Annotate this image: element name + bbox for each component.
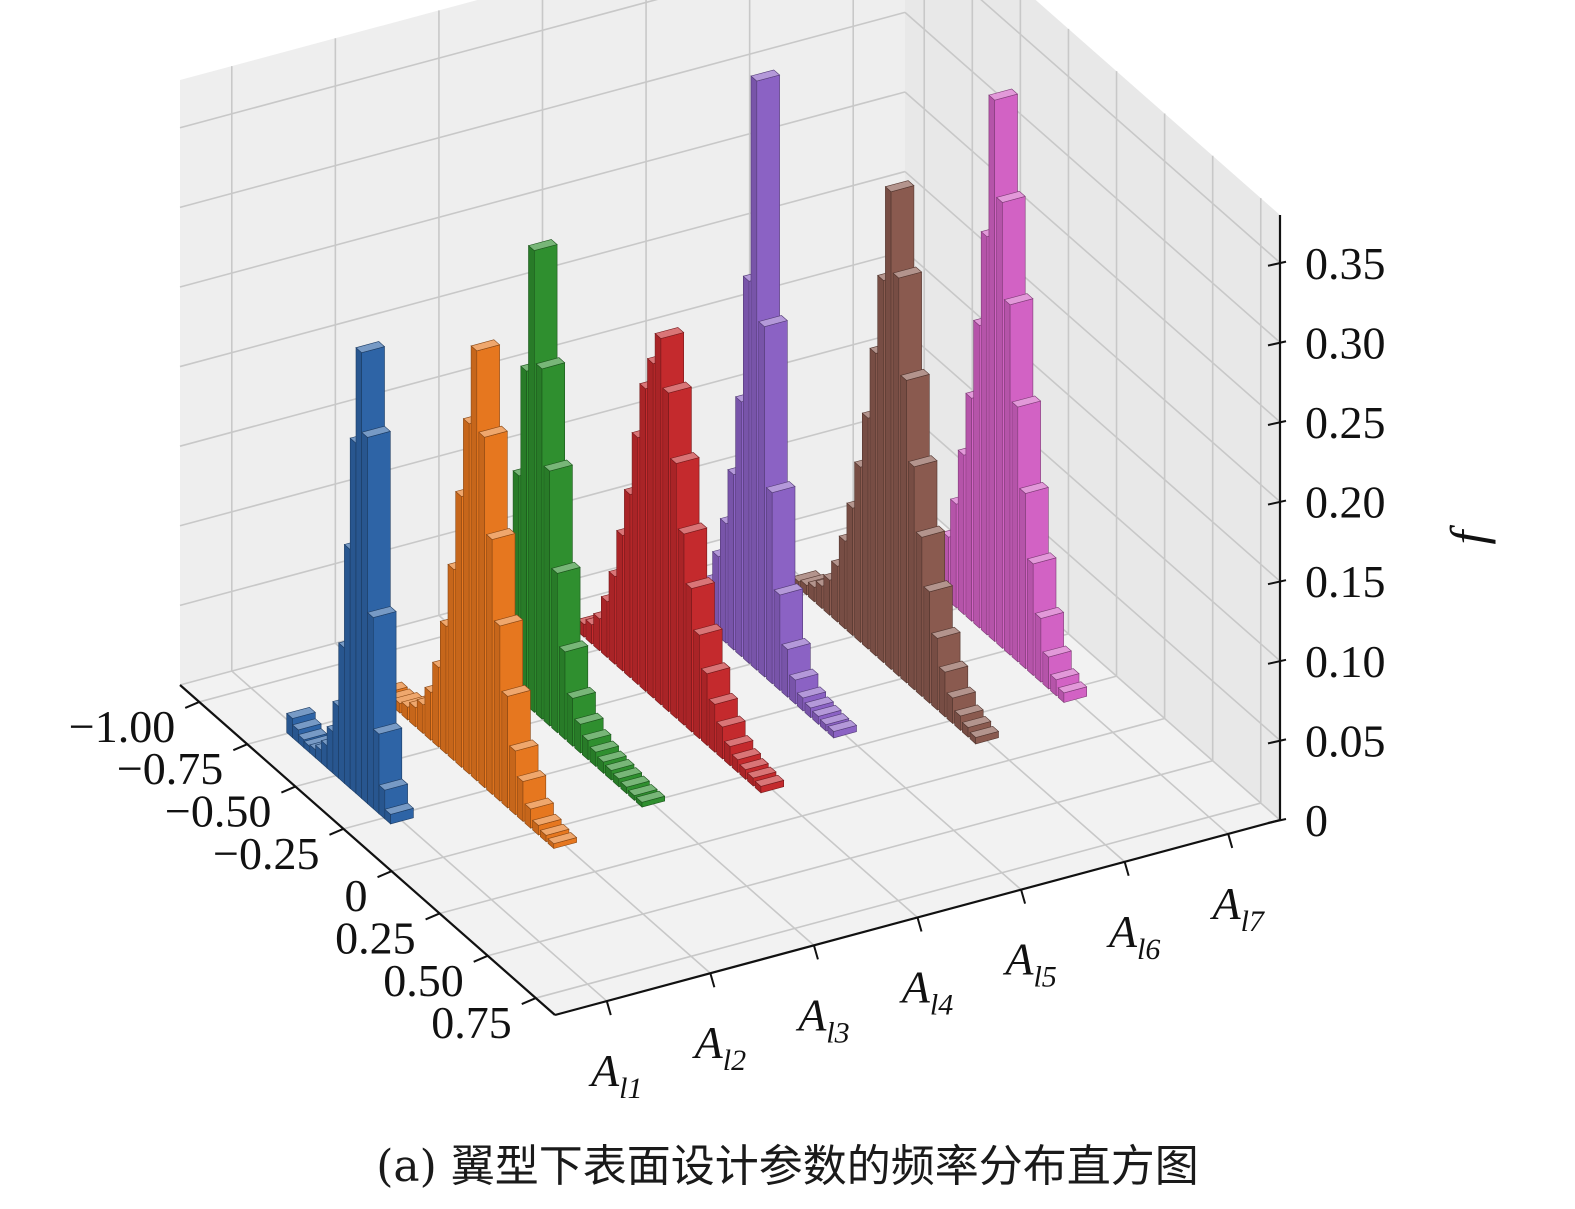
z-tick — [1267, 499, 1287, 506]
x-tick — [329, 827, 344, 836]
series-tick — [1123, 861, 1130, 877]
series-tick-label: Al7 — [1209, 878, 1265, 938]
x-tick — [473, 954, 489, 963]
x-tick-label: −0.75 — [117, 743, 223, 794]
x-axis-line — [179, 684, 556, 1016]
bar-series-2 — [547, 832, 578, 850]
z-tick-label: 0.20 — [1305, 477, 1386, 528]
x-tick-label: −0.50 — [165, 786, 271, 837]
x-tick-label: 0.25 — [335, 912, 416, 963]
z-tick — [1267, 260, 1287, 267]
series-tick-label: Al4 — [899, 962, 953, 1022]
bar-series-5 — [827, 719, 858, 739]
chart-axes — [179, 215, 1287, 1017]
series-tick-label: Al6 — [1106, 906, 1160, 966]
z-tick-label: 0.25 — [1305, 397, 1386, 448]
chart: −1.00−0.75−0.50−0.2500.250.500.75Al1Al2A… — [69, 0, 1496, 1105]
z-tick — [1267, 419, 1287, 426]
series-tick-label: Al2 — [692, 1017, 746, 1077]
z-tick-label: 0.35 — [1305, 238, 1386, 289]
x-tick-label: −0.25 — [213, 828, 319, 879]
z-tick — [1267, 340, 1287, 347]
grid-line-z — [179, 0, 659, 129]
z-tick-label: 0.30 — [1305, 317, 1386, 368]
x-tick — [521, 997, 537, 1005]
z-tick — [1267, 658, 1287, 665]
x-tick-label: 0.50 — [383, 955, 464, 1006]
x-tick — [377, 870, 392, 879]
bar-series-6 — [961, 715, 992, 738]
series-tick — [605, 1000, 612, 1016]
series-tick — [916, 917, 923, 932]
grid-line-z — [179, 11, 906, 209]
x-tick — [232, 743, 248, 752]
x-tick-label: 0.75 — [431, 997, 512, 1048]
series-tick-label: Al1 — [588, 1045, 642, 1105]
x-tick — [280, 785, 296, 794]
bar-series-6 — [969, 725, 1000, 745]
grid-line-z — [980, 0, 1281, 264]
bar-series-3 — [635, 790, 666, 808]
figure-caption: (a) 翼型下表面设计参数的频率分布直方图 — [376, 1141, 1199, 1192]
z-tick-label: 0 — [1305, 795, 1328, 846]
x-tick — [425, 912, 441, 921]
series-tick — [1227, 833, 1234, 849]
x-tick-label: 0 — [345, 870, 368, 921]
series-tick — [812, 945, 819, 960]
series-tick-label: Al5 — [1002, 934, 1056, 994]
chart-labels: −1.00−0.75−0.50−0.2500.250.500.75Al1Al2A… — [69, 238, 1496, 1105]
chart-bars — [286, 69, 1088, 850]
z-tick — [1267, 579, 1287, 586]
grid-line-z — [904, 250, 1281, 582]
series-tick — [709, 972, 716, 988]
bar-series-7 — [1057, 681, 1088, 704]
z-tick-label: 0.15 — [1305, 556, 1386, 607]
grid-line-z — [904, 330, 1281, 662]
z-tick — [1267, 818, 1287, 824]
series-tick-label: Al3 — [795, 989, 849, 1049]
grid-line-z — [904, 91, 1281, 423]
x-tick-label: −1.00 — [69, 701, 175, 752]
x-tick — [184, 701, 200, 709]
z-tick-label: 0.10 — [1305, 636, 1386, 687]
z-tick — [1267, 738, 1287, 745]
z-tick-label: 0.05 — [1305, 715, 1386, 766]
bar-series-4 — [754, 774, 785, 794]
grid-line-z — [904, 11, 1281, 343]
grid-line-z — [179, 91, 906, 288]
grid-line-z — [904, 170, 1281, 503]
z-axis-label: f — [1440, 524, 1496, 544]
bar-series-1 — [384, 802, 415, 825]
series-tick — [1020, 889, 1027, 904]
